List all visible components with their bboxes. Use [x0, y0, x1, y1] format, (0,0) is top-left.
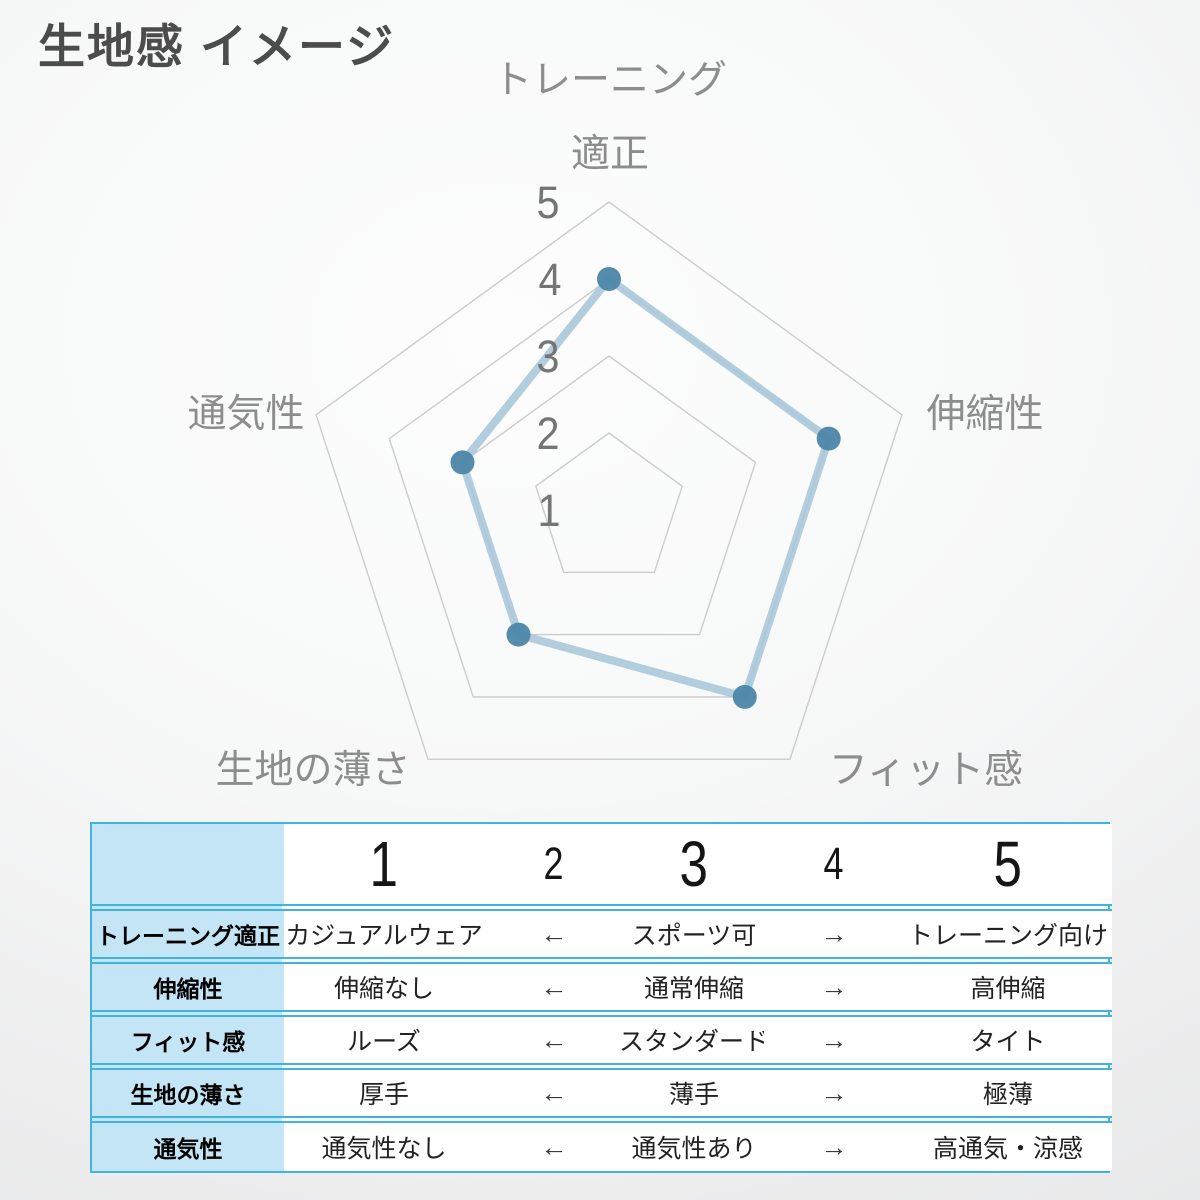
- radar-data-point: [597, 267, 621, 291]
- axis-label-thinness: 生地の薄さ: [215, 749, 411, 792]
- radar-data-point: [506, 622, 531, 647]
- radar-grid-ring: [461, 355, 757, 636]
- axis-label-training-line2: 適正: [570, 133, 650, 176]
- table-header-cell: 1: [284, 824, 484, 904]
- table-row-label: 通気性: [92, 1123, 284, 1171]
- table-cell: トレーニング向け: [904, 911, 1112, 957]
- right-arrow-icon: →: [764, 1123, 904, 1171]
- table-cell: 高通気・涼感: [904, 1123, 1112, 1171]
- table-header-cell: 2: [484, 824, 624, 904]
- table-cell: カジュアルウェア: [284, 911, 484, 957]
- scale-tick-3: 3: [536, 331, 560, 382]
- table-cell: 厚手: [284, 1070, 484, 1116]
- rating-scale-table: 1 2 3 4 5 トレーニング適正 カジュアルウェア ← スポーツ可 → トレ…: [90, 822, 1112, 1173]
- table-row-breathability: 通気性 通気性なし ← 通気性あり → 高通気・涼感: [92, 1121, 1112, 1171]
- page-title: 生地感 イメージ: [38, 20, 396, 73]
- radar-data-point: [816, 426, 841, 451]
- axis-label-stretch: 伸縮性: [926, 393, 1044, 436]
- scale-tick-1: 1: [537, 485, 561, 536]
- axis-label-fit: フィット感: [828, 749, 1024, 792]
- left-arrow-icon: ←: [484, 1070, 624, 1116]
- radar-svg: [315, 201, 903, 760]
- table-cell: 伸縮なし: [284, 964, 484, 1010]
- table-header-row: 1 2 3 4 5: [92, 824, 1112, 906]
- table-header-corner-cell: [92, 824, 284, 904]
- table-cell: タイト: [904, 1017, 1112, 1063]
- table-row-label: 伸縮性: [92, 964, 284, 1010]
- table-row-training: トレーニング適正 カジュアルウェア ← スポーツ可 → トレーニング向け: [92, 909, 1112, 959]
- table-header-cell: 5: [904, 824, 1112, 904]
- table-row-label: トレーニング適正: [92, 911, 284, 957]
- radar-data-point: [450, 450, 475, 475]
- radar-data-point: [732, 684, 757, 709]
- radar-data-polygon: [458, 275, 833, 701]
- table-row-fit: フィット感 ルーズ ← スタンダード → タイト: [92, 1015, 1112, 1065]
- scale-tick-2: 2: [536, 408, 560, 459]
- table-row-label: 生地の薄さ: [92, 1070, 284, 1116]
- table-cell: 通気性あり: [624, 1123, 764, 1171]
- table-header-cell: 4: [764, 824, 904, 904]
- axis-label-training-line1: トレーニング: [492, 59, 728, 102]
- scale-tick-4: 4: [538, 254, 562, 305]
- right-arrow-icon: →: [764, 964, 904, 1010]
- right-arrow-icon: →: [764, 1017, 904, 1063]
- table-cell: 薄手: [624, 1070, 764, 1116]
- table-cell: 極薄: [904, 1070, 1112, 1116]
- table-cell: スポーツ可: [624, 911, 764, 957]
- right-arrow-icon: →: [764, 911, 904, 957]
- left-arrow-icon: ←: [484, 1017, 624, 1063]
- table-row-thinness: 生地の薄さ 厚手 ← 薄手 → 極薄: [92, 1068, 1112, 1118]
- radar-grid-ring: [534, 432, 684, 573]
- table-cell: 通気性なし: [284, 1123, 484, 1171]
- left-arrow-icon: ←: [484, 964, 624, 1010]
- right-arrow-icon: →: [764, 1070, 904, 1116]
- table-row-stretch: 伸縮性 伸縮なし ← 通常伸縮 → 高伸縮: [92, 962, 1112, 1012]
- table-cell: スタンダード: [619, 1017, 769, 1063]
- radar-grid-ring: [315, 201, 903, 760]
- table-cell: 通常伸縮: [624, 964, 764, 1010]
- table-cell: ルーズ: [284, 1017, 484, 1063]
- left-arrow-icon: ←: [484, 1123, 624, 1171]
- table-row-label: フィット感: [92, 1017, 284, 1063]
- scale-tick-5: 5: [536, 177, 560, 228]
- left-arrow-icon: ←: [484, 911, 624, 957]
- table-header-cell: 3: [624, 824, 764, 904]
- radar-chart: トレーニング 適正 伸縮性 フィット感 生地の薄さ 通気性 5 4 3 2 1: [187, 59, 1044, 792]
- axis-label-breathability: 通気性: [187, 393, 305, 436]
- table-cell: 高伸縮: [904, 964, 1112, 1010]
